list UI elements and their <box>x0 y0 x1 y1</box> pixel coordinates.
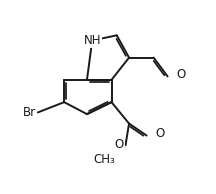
Text: O: O <box>176 68 186 81</box>
Text: Br: Br <box>23 106 36 119</box>
Text: O: O <box>155 127 165 140</box>
Text: NH: NH <box>83 34 101 47</box>
Text: CH₃: CH₃ <box>94 153 115 166</box>
Text: O: O <box>114 139 124 152</box>
